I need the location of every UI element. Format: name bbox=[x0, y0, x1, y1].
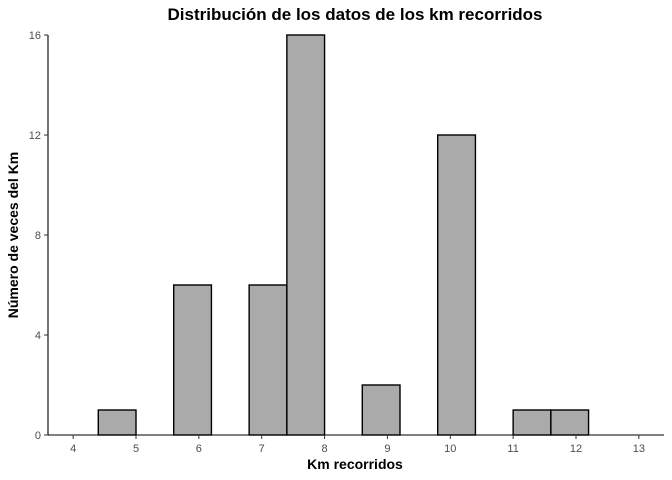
y-tick-label: 0 bbox=[35, 430, 41, 442]
x-tick-label: 12 bbox=[570, 443, 582, 455]
histogram-bar bbox=[550, 409, 590, 436]
x-tick-label: 11 bbox=[507, 443, 518, 455]
chart-title: Distribución de los datos de los km reco… bbox=[167, 5, 542, 24]
y-axis: 0 4 8 12 16 bbox=[29, 30, 49, 442]
histogram-bar bbox=[248, 284, 288, 436]
histogram-bar bbox=[512, 409, 552, 436]
x-tick-label: 9 bbox=[384, 443, 390, 455]
y-tick-label: 4 bbox=[35, 330, 41, 342]
x-tick-label: 5 bbox=[133, 443, 139, 455]
x-tick-label: 6 bbox=[196, 443, 202, 455]
y-axis-title: Número de veces del Km bbox=[5, 152, 21, 319]
x-axis-title: Km recorridos bbox=[307, 456, 403, 472]
histogram-bar bbox=[286, 34, 326, 436]
x-tick-label: 4 bbox=[70, 443, 76, 455]
x-tick-label: 7 bbox=[259, 443, 265, 455]
x-axis: 4 5 6 7 8 9 10 11 12 13 bbox=[48, 434, 664, 455]
bars-group bbox=[97, 34, 590, 436]
y-tick-label: 8 bbox=[35, 230, 41, 242]
histogram-bar bbox=[361, 384, 401, 436]
histogram-bar bbox=[97, 409, 137, 436]
histogram-bar bbox=[437, 134, 477, 436]
x-tick-label: 8 bbox=[322, 443, 328, 455]
x-tick-label: 10 bbox=[444, 443, 456, 455]
x-tick-label: 13 bbox=[633, 443, 645, 455]
y-tick-label: 12 bbox=[29, 130, 41, 142]
histogram-bar bbox=[173, 284, 213, 436]
y-tick-label: 16 bbox=[29, 30, 41, 42]
